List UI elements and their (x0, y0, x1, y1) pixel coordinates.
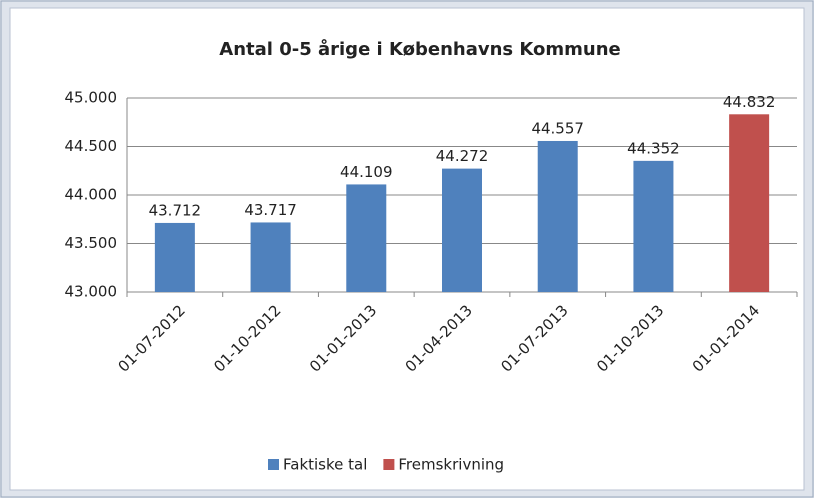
bar (633, 160, 674, 292)
legend-swatch (383, 459, 395, 470)
legend-label: Fremskrivning (398, 456, 504, 474)
bar (250, 222, 291, 292)
y-tick-label: 44.000 (65, 186, 118, 204)
bar (537, 140, 578, 292)
legend-label: Faktiske tal (283, 456, 367, 474)
data-label: 44.557 (531, 119, 584, 137)
y-tick-label: 44.500 (65, 137, 118, 155)
data-label: 43.717 (244, 201, 297, 219)
bar (729, 114, 770, 293)
chart-title: Antal 0-5 årige i Københavns Kommune (219, 38, 620, 60)
y-tick-label: 43.500 (65, 234, 118, 252)
bar (442, 168, 482, 292)
bar (346, 184, 387, 292)
data-label: 43.712 (149, 201, 202, 219)
y-tick-label: 45.000 (65, 89, 118, 107)
y-tick-label: 43.000 (65, 283, 118, 301)
data-label: 44.352 (627, 139, 680, 157)
legend-swatch (268, 459, 279, 470)
bar (154, 222, 195, 292)
data-label: 44.832 (723, 93, 776, 111)
data-label: 44.272 (436, 147, 489, 165)
data-label: 44.109 (340, 163, 393, 181)
chart-area (9, 7, 805, 491)
